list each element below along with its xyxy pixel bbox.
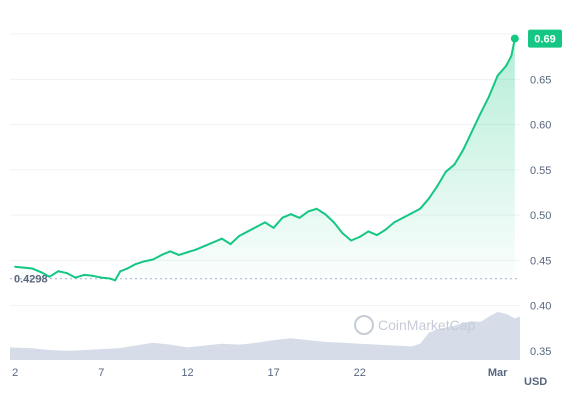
price-line-segment: [436, 170, 447, 188]
price-line-segment: [350, 235, 361, 242]
price-badge: 0.69: [510, 29, 562, 48]
price-area-fill: [15, 38, 515, 279]
price-line-segment: [177, 251, 189, 256]
price-line-segment: [160, 250, 172, 256]
price-line-segment: [255, 221, 266, 228]
price-line-segment: [134, 260, 146, 266]
y-tick-label: 0.50: [530, 210, 551, 222]
price-line-segment: [401, 212, 413, 219]
price-line-segment: [229, 234, 241, 246]
price-line-segment: [315, 207, 327, 216]
price-line-segment: [114, 270, 122, 282]
price-line: [14, 37, 516, 282]
price-line-segment: [419, 197, 430, 210]
price-line-segment: [246, 225, 258, 233]
price-badge-label: 0.69: [534, 34, 555, 46]
x-axis: 2 7 12 17 22 Mar: [12, 367, 508, 379]
price-line-segment: [119, 267, 129, 273]
price-line-segment: [65, 272, 77, 279]
y-tick-label: 0.60: [530, 120, 551, 132]
x-tick-label: 12: [181, 367, 193, 379]
watermark-text: CoinMarketCap: [378, 317, 475, 333]
price-line-segment: [358, 230, 370, 238]
last-price-point: [510, 34, 519, 43]
y-axis: 0.700.650.600.550.500.450.400.35: [530, 29, 551, 358]
volume-area: [10, 312, 520, 360]
y-tick-label: 0.55: [530, 165, 551, 177]
x-tick-label: 7: [98, 367, 104, 379]
baseline-label: 0.4298: [14, 274, 48, 286]
price-line-segment: [462, 130, 473, 151]
price-line-segment: [195, 244, 206, 251]
price-line-segment: [307, 207, 318, 213]
price-line-segment: [487, 74, 499, 98]
price-line-segment: [212, 237, 223, 244]
price-line-segment: [91, 274, 103, 279]
price-line-segment: [444, 163, 456, 173]
price-line-segment: [152, 253, 163, 261]
x-tick-label: Mar: [488, 367, 508, 379]
price-area: [15, 38, 515, 279]
price-line-segment: [40, 271, 51, 278]
price-badge-box: [528, 29, 562, 48]
price-line-segment: [203, 241, 215, 247]
price-line-segment: [496, 64, 508, 77]
price-line-segment: [22, 266, 34, 270]
price-line-segment: [384, 221, 396, 231]
price-line-segment: [272, 216, 284, 229]
price-line-segment: [332, 221, 344, 235]
price-line-segment: [100, 276, 111, 280]
currency-label: USD: [524, 376, 547, 388]
price-line-segment: [186, 248, 198, 254]
x-tick-label: 17: [267, 367, 279, 379]
baseline-marker: 0.4298: [10, 274, 520, 286]
price-line-segment: [220, 237, 232, 246]
price-line-segment: [83, 273, 94, 277]
price-line-segment: [375, 228, 387, 237]
volume-series: [10, 312, 520, 360]
price-line-segment: [281, 213, 292, 219]
price-line-segment: [393, 216, 404, 224]
price-line-segment: [74, 273, 86, 279]
price-line-segment: [479, 95, 490, 115]
x-tick-label: 2: [12, 367, 18, 379]
price-line-segment: [470, 112, 482, 133]
price-line-segment: [298, 210, 310, 219]
price-line-segment: [238, 230, 249, 237]
price-line-segment: [14, 265, 25, 269]
watermark-logo-icon: [354, 315, 374, 335]
price-line-segment: [341, 232, 353, 242]
x-tick-label: 22: [354, 367, 366, 379]
price-line-segment: [324, 213, 335, 224]
price-line-segment: [453, 148, 465, 166]
price-line-segment: [505, 54, 513, 67]
price-line-segment: [57, 270, 68, 275]
price-line-segment: [367, 230, 378, 237]
y-tick-label: 0.45: [530, 255, 551, 267]
y-tick-label: 0.65: [530, 74, 551, 86]
price-line-segment: [31, 267, 43, 274]
price-line-segment: [427, 185, 439, 200]
y-tick-label: 0.40: [530, 301, 551, 313]
price-line-segment: [264, 221, 275, 229]
price-line-segment: [410, 207, 422, 215]
watermark: CoinMarketCap: [354, 315, 475, 335]
y-tick-label: 0.35: [530, 346, 551, 358]
price-line-segment: [143, 258, 155, 263]
price-line-segment: [126, 263, 137, 270]
price-line-segment: [289, 213, 301, 219]
price-line-segment: [169, 250, 180, 256]
price-line-segment: [48, 270, 60, 278]
